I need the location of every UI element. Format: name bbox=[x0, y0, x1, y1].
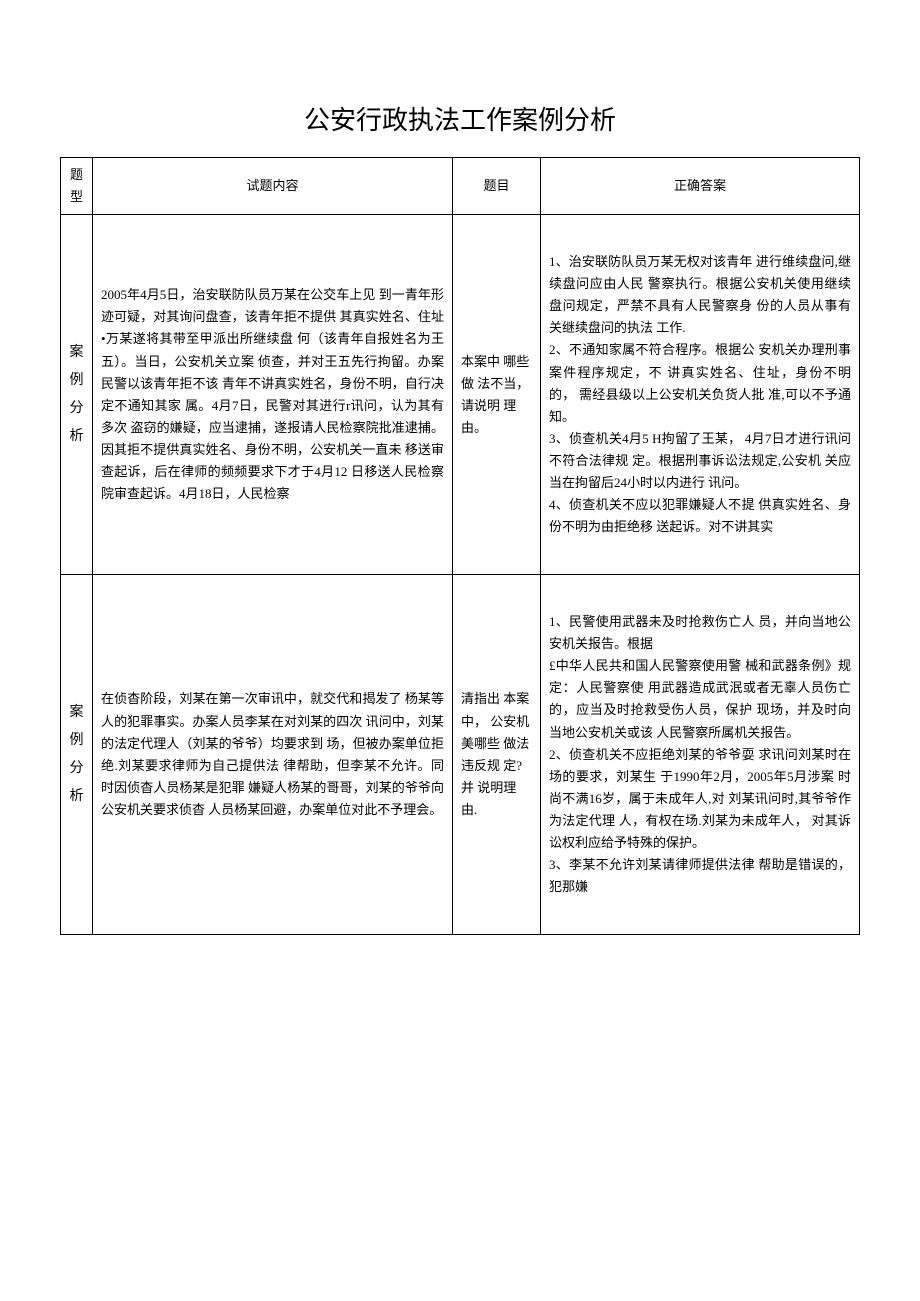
table-header-row: 题 型 试题内容 题目 正确答案 bbox=[61, 158, 860, 215]
cell-question: 本案中 哪些做 法不当， 请说明 理由。 bbox=[453, 215, 541, 575]
header-content: 试题内容 bbox=[93, 158, 453, 215]
cell-content: 在侦杳阶段，刘某在第一次审讯中，就交代和揭发了 杨某等人的犯罪事实。办案人员李某… bbox=[93, 575, 453, 935]
cell-answer: 1、民警使用武器未及时抢救伤亡人 员，并向当地公安机关报告。根据£中华人民共和国… bbox=[541, 575, 860, 935]
cell-content: 2005年4月5日，治安联防队员万某在公交车上见 到一青年形迹可疑，对其询问盘查… bbox=[93, 215, 453, 575]
header-type: 题 型 bbox=[61, 158, 93, 215]
cell-question: 清指出 本案中， 公安机 美哪些 做法违反规 定?并 说明理由. bbox=[453, 575, 541, 935]
table-row: 案例分析 2005年4月5日，治安联防队员万某在公交车上见 到一青年形迹可疑，对… bbox=[61, 215, 860, 575]
header-answer: 正确答案 bbox=[541, 158, 860, 215]
table-row: 案例分析 在侦杳阶段，刘某在第一次审讯中，就交代和揭发了 杨某等人的犯罪事实。办… bbox=[61, 575, 860, 935]
cell-type: 案例分析 bbox=[61, 215, 93, 575]
page-title: 公安行政执法工作案例分析 bbox=[60, 100, 860, 137]
cell-answer: 1、治安联防队员万某无权对该青年 进行维续盘问,继续盘问应由人民 警察执行。根据… bbox=[541, 215, 860, 575]
header-question: 题目 bbox=[453, 158, 541, 215]
case-table: 题 型 试题内容 题目 正确答案 案例分析 2005年4月5日，治安联防队员万某… bbox=[60, 157, 860, 935]
cell-type: 案例分析 bbox=[61, 575, 93, 935]
